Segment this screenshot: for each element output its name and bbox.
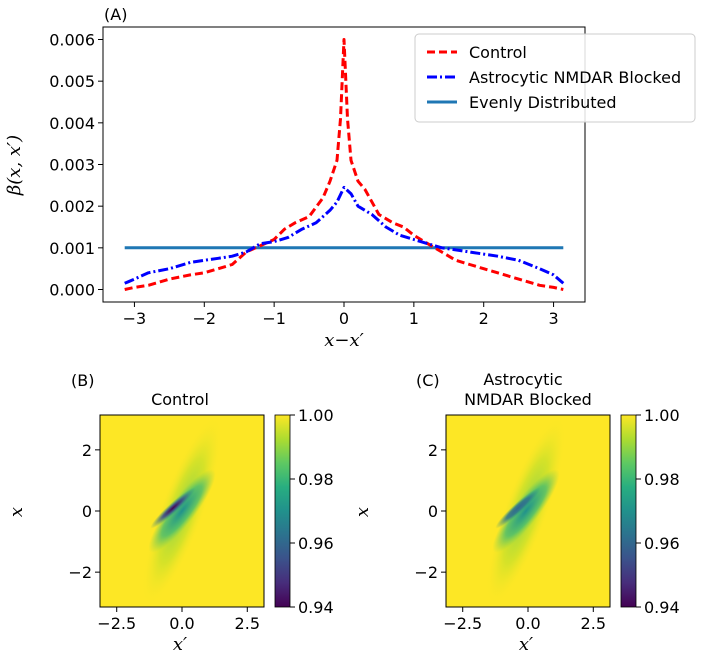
panel-b-colorbar xyxy=(274,414,291,608)
panel-c-title-line-2: NMDAR Blocked xyxy=(464,390,592,409)
panel-b-y-tick-label: −2 xyxy=(68,563,92,582)
panel-c-y-tick-label: −2 xyxy=(414,563,438,582)
panel-b-colorbar-tick-label: 0.96 xyxy=(298,534,334,553)
panel-b-y-ticks: −2 0 2 xyxy=(68,441,100,582)
panel-a-x-tick-label: −2 xyxy=(192,309,216,328)
panel-a-y-tick-label: 0.003 xyxy=(49,156,95,175)
panel-b-heatmap: (B) Control −2.5 0.0 2.5 −202 x′ x 0.940.9… xyxy=(6,371,334,655)
panel-b-x-axis-label: x′ xyxy=(173,634,187,655)
panel-a-y-ticks: 0.000 0.001 0.002 0.003 0.004 0.005 0.006 xyxy=(49,31,103,300)
panel-b-label: (B) xyxy=(71,371,94,390)
panel-c-x-tick-label: −2.5 xyxy=(443,614,482,633)
panel-c-x-axis-label: x′ xyxy=(519,634,533,655)
panel-c-x-ticks: −2.5 0.0 2.5 xyxy=(443,607,606,633)
panel-c-colorbar-ticks: 0.94 0.96 0.98 1.00 xyxy=(636,406,680,617)
panel-b-colorbar-ticks: 0.94 0.96 0.98 1.00 xyxy=(290,406,334,617)
legend-box xyxy=(414,33,696,123)
panel-b-title: Control xyxy=(151,390,209,409)
panel-a-legend: Control Astrocytic NMDAR Blocked Evenly … xyxy=(414,33,696,123)
panel-b-colorbar-tick-label: 0.98 xyxy=(298,470,334,489)
panel-c-y-ticks: −2 0 2 xyxy=(414,441,446,582)
panel-c-y-axis-label: x xyxy=(352,507,373,517)
panel-a-x-tick-label: 2 xyxy=(479,309,489,328)
panel-a-x-axis-label: x−x′ xyxy=(324,330,363,351)
panel-a-x-tick-label: 3 xyxy=(548,309,558,328)
panel-a-y-tick-label: 0.004 xyxy=(49,114,95,133)
panel-b-heatmap-image xyxy=(100,415,264,607)
panel-a-y-axis-label: β(x, x′) xyxy=(4,135,25,196)
panel-c-colorbar-tick-label: 0.98 xyxy=(644,470,680,489)
panel-b-x-tick-label: 0.0 xyxy=(169,614,194,633)
panel-a-label: (A) xyxy=(104,5,127,24)
panel-b-y-axis-label: x xyxy=(6,507,27,517)
series-nmdar-blocked-line xyxy=(124,185,565,285)
panel-a-x-tick-label: −3 xyxy=(123,309,147,328)
panel-a-y-tick-label: 0.001 xyxy=(49,239,95,258)
panel-c-x-tick-label: 2.5 xyxy=(581,614,606,633)
panel-b-colorbar-tick-label: 0.94 xyxy=(298,598,334,617)
panel-c-label: (C) xyxy=(416,371,440,390)
panel-c-y-tick-label: 0 xyxy=(428,502,438,521)
panel-a-y-tick-label: 0.000 xyxy=(49,281,95,300)
panel-a-y-tick-label: 0.005 xyxy=(49,72,95,91)
panel-a-series-lines xyxy=(124,38,565,291)
panel-a-y-tick-label: 0.002 xyxy=(49,197,95,216)
panel-a-x-ticks: −3 −2 −1 0 1 2 3 xyxy=(123,302,559,328)
panel-b-y-tick-label: 2 xyxy=(82,441,92,460)
panel-b-colorbar-tick-label: 1.00 xyxy=(298,406,334,425)
panel-c-colorbar-tick-label: 0.96 xyxy=(644,534,680,553)
panel-c-colorbar-tick-label: 0.94 xyxy=(644,598,680,617)
panel-a-x-tick-label: −1 xyxy=(262,309,286,328)
legend-nmdar-blocked-label: Astrocytic NMDAR Blocked xyxy=(469,68,681,87)
panel-a-line-chart: (A) −3 −2 −1 0 1 2 3 0.000 0.001 0.002 0.003 0.004… xyxy=(4,5,696,351)
legend-control-label: Control xyxy=(469,43,527,62)
panel-a-x-tick-label: 0 xyxy=(339,309,349,328)
panel-c-x-tick-label: 0.0 xyxy=(515,614,540,633)
panel-c-heatmap: (C) Astrocytic NMDAR Blocked −2.5 0.0 2.5 … xyxy=(352,370,680,655)
panel-b-x-ticks: −2.5 0.0 2.5 xyxy=(97,607,260,633)
legend-evenly-distributed-label: Evenly Distributed xyxy=(469,93,617,112)
panel-a-x-tick-label: 1 xyxy=(409,309,419,328)
panel-c-colorbar-tick-label: 1.00 xyxy=(644,406,680,425)
series-control-line xyxy=(124,38,564,291)
panel-c-y-tick-label: 2 xyxy=(428,441,438,460)
panel-c-title-line-1: Astrocytic xyxy=(483,370,562,389)
panel-b-y-tick-label: 0 xyxy=(82,502,92,521)
panel-b-x-tick-label: 2.5 xyxy=(235,614,260,633)
panel-a-y-tick-label: 0.006 xyxy=(49,31,95,50)
panel-c-colorbar xyxy=(620,414,637,608)
panel-c-heatmap-image xyxy=(446,415,610,607)
panel-b-x-tick-label: −2.5 xyxy=(97,614,136,633)
